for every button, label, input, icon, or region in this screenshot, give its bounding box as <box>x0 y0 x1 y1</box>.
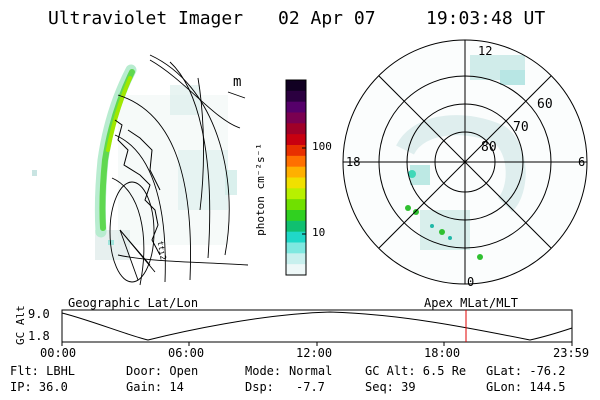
polar-hour-18: 18 <box>346 155 361 169</box>
polar-lat-60: 60 <box>537 97 553 112</box>
colorbar-frame <box>285 79 307 276</box>
colorbar-segment <box>286 145 306 157</box>
polar-panel-label: Apex MLat/MLT <box>424 296 518 310</box>
stat-mode-value: Normal <box>289 364 333 378</box>
altitude-ymin: 1.8 <box>28 329 50 343</box>
colorbar-tick-100: 100 <box>312 140 332 153</box>
geo-panel-label: Geographic Lat/Lon <box>68 296 199 310</box>
geo-image <box>32 64 237 260</box>
stat-glon: GLon: 144.5 <box>486 380 566 394</box>
colorbar-segment <box>286 155 306 168</box>
aurora-arc <box>94 64 137 238</box>
stat-gain: Gain: 14 <box>126 380 184 394</box>
colorbar-segment <box>286 123 306 135</box>
colorbar-segment <box>286 166 306 178</box>
colorbar-segment <box>286 112 306 124</box>
time-tick-4: 23:59 <box>553 346 590 360</box>
colorbar-tick-10: 10 <box>312 226 326 239</box>
polar-hour-12: 12 <box>478 44 493 58</box>
altitude-ylabel: GC Alt <box>14 305 27 345</box>
stat-seq: Seq: 39 <box>365 380 416 394</box>
colorbar-segment <box>286 80 306 92</box>
polar-grid <box>342 39 588 285</box>
polar-hour-0: 0 <box>467 275 475 289</box>
colorbar-segment <box>286 253 306 265</box>
colorbar-segment <box>286 210 306 222</box>
colorbar <box>286 80 306 276</box>
altitude-ymax: 9.0 <box>28 307 50 321</box>
colorbar-segment <box>286 199 306 211</box>
stat-gc-alt: GC Alt: 6.5 Re <box>365 364 467 378</box>
colorbar-segment <box>286 220 306 233</box>
altitude-curve <box>61 311 573 341</box>
colorbar-segment <box>286 134 306 146</box>
stat-door: Door: Open <box>126 364 199 378</box>
date-label: 02 Apr 07 <box>278 8 376 29</box>
colorbar-segment <box>286 242 306 254</box>
stat-mode-label: Mode: <box>245 364 282 378</box>
stat-dsp-label: Dsp: <box>245 380 274 394</box>
colorbar-unit-label: photon cm⁻²s⁻¹ <box>253 143 267 236</box>
polar-hour-6: 6 <box>578 155 586 169</box>
stat-ip: IP: 36.0 <box>10 380 68 394</box>
colorbar-segment <box>286 101 306 113</box>
time-tick-3: 18:00 <box>424 346 461 360</box>
stat-glat: GLat: -76.2 <box>486 364 566 378</box>
altitude-plot <box>61 309 573 346</box>
time-tick-1: 06:00 <box>168 346 205 360</box>
colorbar-ticks <box>302 147 306 235</box>
time-tick-2: 12:00 <box>296 346 333 360</box>
time-tick-0: 00:00 <box>40 346 77 360</box>
colorbar-segment <box>286 188 306 200</box>
stat-dsp-value: -7.7 <box>296 380 325 394</box>
stat-filter: Flt: LBHL <box>10 364 76 378</box>
geo-grid <box>109 54 249 286</box>
colorbar-segment <box>286 264 306 276</box>
time-label: 19:03:48 UT <box>426 8 546 29</box>
colorbar-segment <box>286 177 306 189</box>
geo-corner-glyph: m <box>233 74 242 90</box>
colorbar-segment <box>286 90 306 103</box>
polar-lat-80: 80 <box>481 140 497 155</box>
polar-lat-70: 70 <box>513 120 529 135</box>
instrument-title: Ultraviolet Imager <box>48 8 244 29</box>
coastline <box>114 119 161 256</box>
colorbar-segment <box>286 231 306 243</box>
